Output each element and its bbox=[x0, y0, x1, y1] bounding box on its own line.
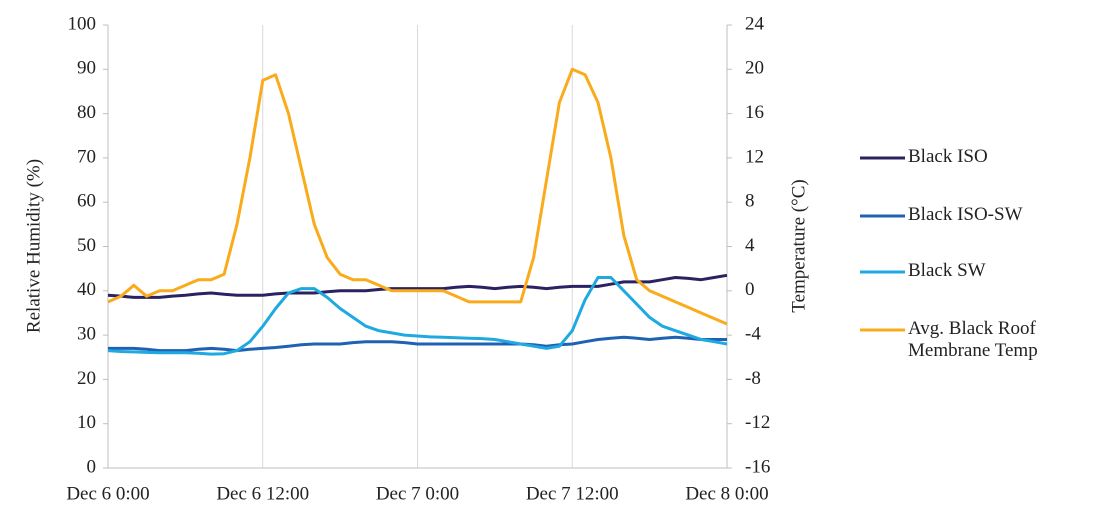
series-line bbox=[107, 276, 728, 356]
y-tick-label: 90 bbox=[77, 58, 96, 79]
y2-tick-label: 0 bbox=[745, 279, 755, 300]
series-line bbox=[107, 273, 728, 299]
x-tick-label: Dec 8 0:00 bbox=[685, 483, 768, 504]
y-tick-label: 50 bbox=[77, 235, 96, 256]
x-tick-label: Dec 6 0:00 bbox=[66, 483, 149, 504]
y-tick-label: 80 bbox=[77, 102, 96, 123]
y2-tick-label: 24 bbox=[745, 13, 765, 34]
y-tick-label: 60 bbox=[77, 191, 96, 212]
legend-entry: Black SW bbox=[908, 260, 986, 281]
y2-tick-label: 8 bbox=[745, 191, 755, 212]
y2-tick-label: -12 bbox=[745, 412, 770, 433]
legend-label: Avg. Black Roof Membrane Temp bbox=[908, 318, 1038, 361]
legend-label: Black SW bbox=[908, 260, 986, 281]
y2-tick-label: 16 bbox=[745, 102, 764, 123]
x-tick-label: Dec 6 12:00 bbox=[216, 483, 309, 504]
y-tick-label: 0 bbox=[87, 456, 97, 477]
y2-tick-label: 12 bbox=[745, 146, 764, 167]
legend-label: Black ISO-SW bbox=[908, 204, 1023, 225]
y2-axis-title: Temperature (°C) bbox=[788, 179, 809, 312]
y2-tick-label: 4 bbox=[745, 235, 755, 256]
y2-tick-label: -16 bbox=[745, 456, 770, 477]
x-tick-label: Dec 7 0:00 bbox=[376, 483, 459, 504]
legend-entry: Black ISO bbox=[908, 146, 988, 167]
series-line bbox=[107, 67, 728, 326]
y-tick-label: 100 bbox=[68, 13, 97, 34]
y-tick-label: 20 bbox=[77, 368, 96, 389]
y2-tick-label: -8 bbox=[745, 368, 761, 389]
series-line bbox=[108, 335, 727, 353]
y2-tick-label: 20 bbox=[745, 58, 764, 79]
y2-tick-label: -4 bbox=[745, 323, 761, 344]
legend-entry: Black ISO-SW bbox=[908, 204, 1023, 225]
y-tick-label: 10 bbox=[77, 412, 96, 433]
y-tick-label: 40 bbox=[77, 279, 96, 300]
legend-label: Black ISO bbox=[908, 146, 988, 167]
y-tick-label: 70 bbox=[77, 146, 96, 167]
legend-entry: Avg. Black Roof Membrane Temp bbox=[908, 318, 1038, 361]
y-axis-title: Relative Humidity (%) bbox=[23, 159, 44, 333]
y-tick-label: 30 bbox=[77, 323, 96, 344]
x-tick-label: Dec 7 12:00 bbox=[526, 483, 619, 504]
